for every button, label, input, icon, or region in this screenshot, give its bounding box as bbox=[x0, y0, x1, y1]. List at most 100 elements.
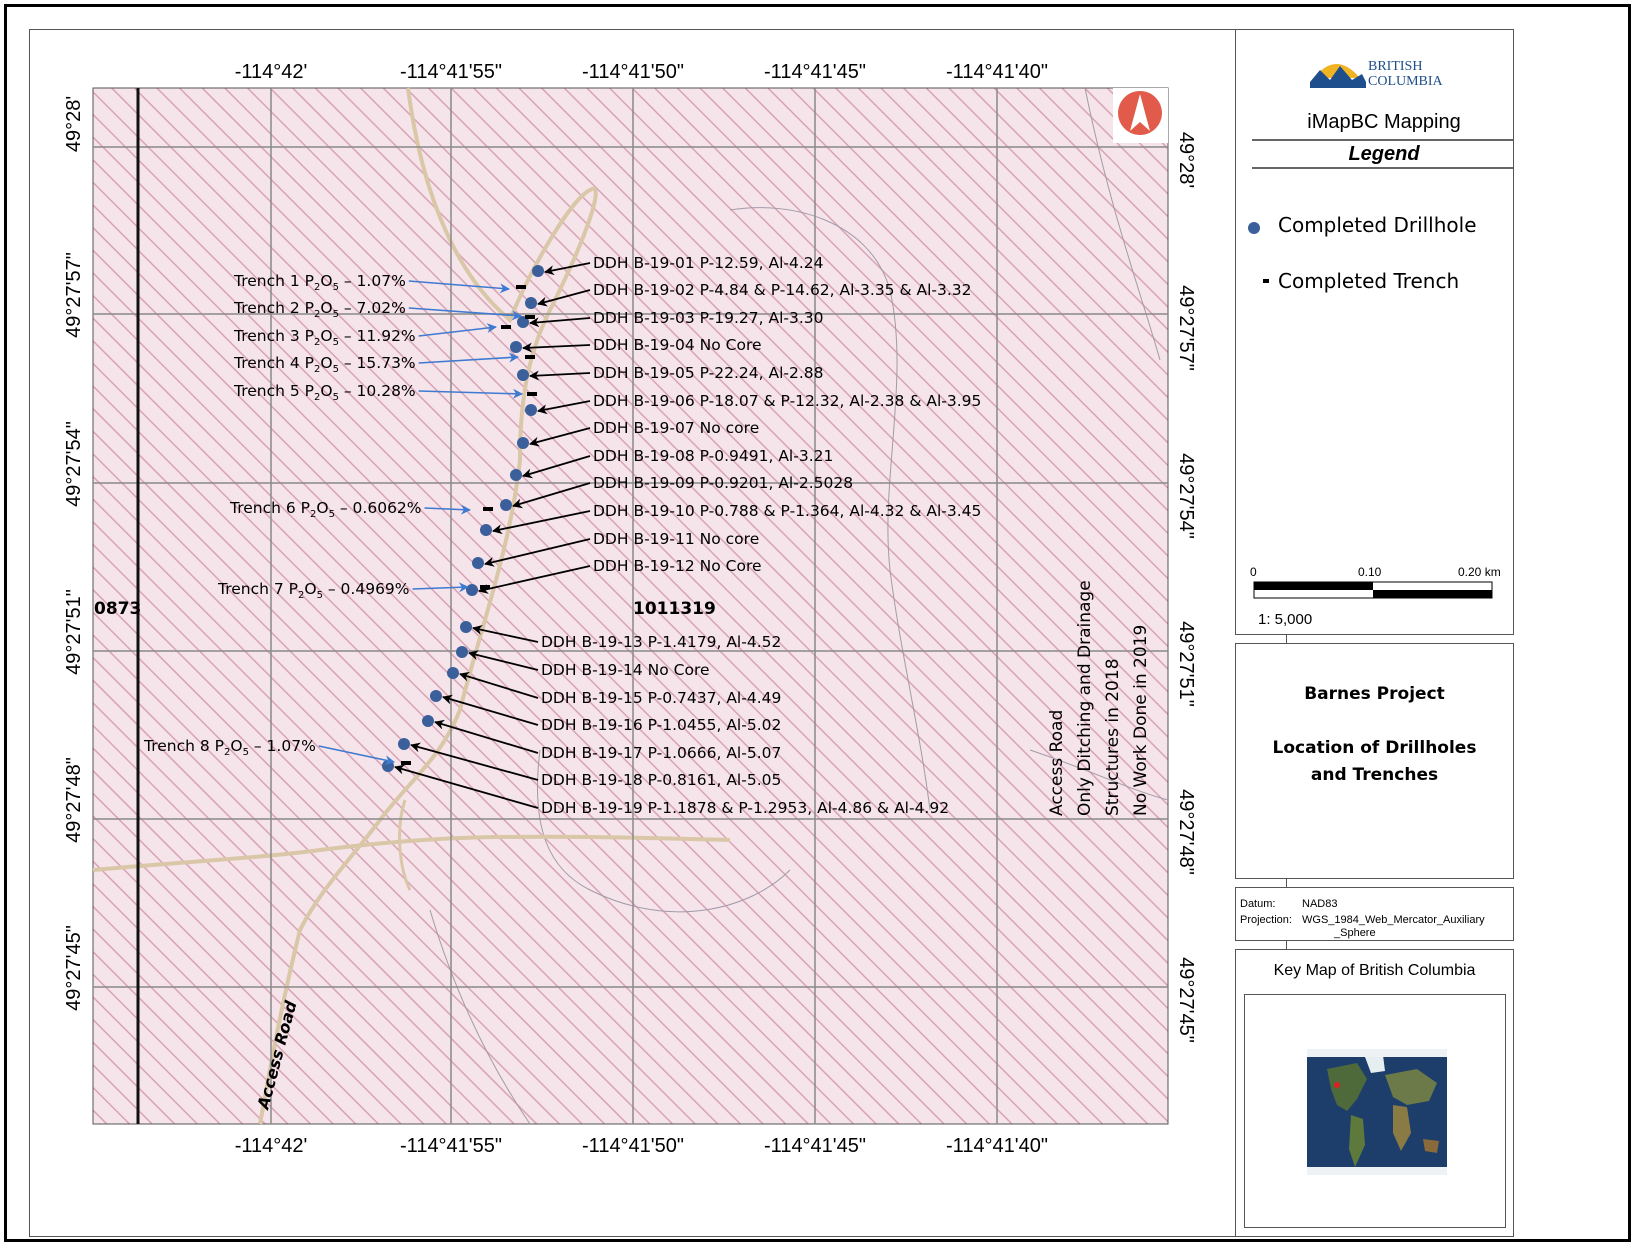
trench-marker[interactable] bbox=[483, 507, 493, 511]
left-lat-label: 49°27'48" bbox=[63, 757, 85, 843]
right-lat-label: 49°27'48" bbox=[1175, 789, 1197, 875]
drillhole-marker[interactable] bbox=[525, 297, 537, 309]
drillhole-label: DDH B-19-15 P-0.7437, Al-4.49 bbox=[541, 689, 781, 707]
drillhole-marker[interactable] bbox=[422, 715, 434, 727]
left-lat-label: 49°27'54" bbox=[63, 421, 85, 507]
trench-label: Trench 2 P2O5 – 7.02% bbox=[233, 299, 406, 320]
drillhole-legend-icon bbox=[1248, 222, 1260, 234]
trench-legend-icon bbox=[1263, 279, 1269, 283]
drillhole-marker[interactable] bbox=[480, 524, 492, 536]
bottom-lon-label: -114°41'45" bbox=[764, 1135, 866, 1157]
drillhole-label: DDH B-19-17 P-1.0666, Al-5.07 bbox=[541, 744, 781, 762]
right-lat-label: 49°27'57" bbox=[1175, 285, 1197, 371]
drillhole-marker[interactable] bbox=[466, 584, 478, 596]
left-lat-label: 49°27'45" bbox=[63, 925, 85, 1011]
key-map-panel: Key Map of British Columbia bbox=[1235, 949, 1514, 1237]
title-panel: Barnes Project Location of Drillholes an… bbox=[1235, 643, 1514, 879]
scale-label: 0 bbox=[1250, 565, 1257, 579]
drillhole-label: DDH B-19-02 P-4.84 & P-14.62, Al-3.35 & … bbox=[593, 281, 972, 299]
drillhole-label: DDH B-19-12 No Core bbox=[593, 557, 762, 575]
drillhole-marker[interactable] bbox=[430, 690, 442, 702]
legend-item-label: Completed Trench bbox=[1278, 269, 1459, 293]
map-canvas[interactable]: -114°42' -114°41'55" -114°41'50" -114°41… bbox=[30, 30, 1286, 1236]
drillhole-marker[interactable] bbox=[460, 621, 472, 633]
trench-label: Trench 5 P2O5 – 10.28% bbox=[233, 382, 416, 403]
scale-bar: 0 0.10 0.20 km 1: 5,000 bbox=[1250, 565, 1501, 628]
drillhole-label: DDH B-19-06 P-18.07 & P-12.32, Al-2.38 &… bbox=[593, 392, 981, 410]
drillhole-label: DDH B-19-19 P-1.1878 & P-1.2953, Al-4.86… bbox=[541, 799, 949, 817]
trench-marker[interactable] bbox=[501, 325, 511, 329]
left-lat-label: 49°27'57" bbox=[63, 252, 85, 338]
drillhole-marker[interactable] bbox=[456, 646, 468, 658]
world-map-icon bbox=[1307, 1049, 1447, 1175]
legend-title: Legend bbox=[1348, 143, 1420, 165]
map-note: Only Ditching and Drainage bbox=[1075, 580, 1095, 816]
drillhole-marker[interactable] bbox=[510, 469, 522, 481]
scale-ratio: 1: 5,000 bbox=[1258, 611, 1312, 628]
map-subtitle: Location of Drillholes bbox=[1236, 738, 1513, 758]
parcel-label: 0873 bbox=[94, 599, 141, 619]
map-sheet: -114°42' -114°41'55" -114°41'50" -114°41… bbox=[4, 4, 1631, 1242]
projection-value: WGS_1984_Web_Mercator_Auxiliary bbox=[1302, 914, 1485, 926]
drillhole-label: DDH B-19-13 P-1.4179, Al-4.52 bbox=[541, 633, 781, 651]
drillhole-marker[interactable] bbox=[532, 265, 544, 277]
bottom-lon-label: -114°41'55" bbox=[400, 1135, 502, 1157]
drillhole-marker[interactable] bbox=[510, 341, 522, 353]
legend-svg: BRITISH COLUMBIA iMapBC Mapping Legend C… bbox=[1236, 30, 1513, 634]
drillhole-label: DDH B-19-16 P-1.0455, Al-5.02 bbox=[541, 716, 781, 734]
map-area bbox=[93, 88, 1168, 1124]
trench-marker[interactable] bbox=[401, 761, 411, 765]
map-subtitle: and Trenches bbox=[1236, 765, 1513, 785]
drillhole-marker[interactable] bbox=[447, 667, 459, 679]
drillhole-marker[interactable] bbox=[398, 738, 410, 750]
drillhole-marker[interactable] bbox=[517, 369, 529, 381]
trench-label: Trench 6 P2O5 – 0.6062% bbox=[229, 499, 422, 520]
north-arrow bbox=[1113, 88, 1168, 143]
trench-marker[interactable] bbox=[480, 585, 490, 589]
trench-label: Trench 4 P2O5 – 15.73% bbox=[233, 354, 416, 375]
top-lon-label: -114°42' bbox=[235, 61, 308, 83]
map-frame: -114°42' -114°41'55" -114°41'50" -114°41… bbox=[29, 29, 1287, 1237]
trench-label: Trench 3 P2O5 – 11.92% bbox=[233, 327, 416, 348]
top-lon-label: -114°41'55" bbox=[400, 61, 502, 83]
drillhole-marker[interactable] bbox=[500, 499, 512, 511]
map-note: No Work Done in 2019 bbox=[1131, 625, 1151, 816]
drillhole-label: DDH B-19-18 P-0.8161, Al-5.05 bbox=[541, 771, 781, 789]
map-note: Structures in 2018 bbox=[1103, 658, 1123, 816]
trench-marker[interactable] bbox=[525, 315, 535, 319]
drillhole-label: DDH B-19-09 P-0.9201, Al-2.5028 bbox=[593, 474, 853, 492]
drillhole-marker[interactable] bbox=[517, 437, 529, 449]
right-lat-label: 49°27'54" bbox=[1175, 453, 1197, 539]
scale-label: 0.10 bbox=[1358, 565, 1382, 579]
drillhole-label: DDH B-19-03 P-19.27, Al-3.30 bbox=[593, 309, 824, 327]
legend-item-label: Completed Drillhole bbox=[1278, 213, 1477, 237]
right-lat-label: 49°27'45" bbox=[1175, 957, 1197, 1043]
drillhole-label: DDH B-19-07 No core bbox=[593, 419, 759, 437]
legend-panel: BRITISH COLUMBIA iMapBC Mapping Legend C… bbox=[1235, 29, 1514, 635]
trench-marker[interactable] bbox=[516, 285, 526, 289]
bottom-lon-label: -114°42' bbox=[235, 1135, 308, 1157]
bottom-lon-label: -114°41'50" bbox=[582, 1135, 684, 1157]
parcel-hatch bbox=[93, 88, 1168, 1124]
drillhole-label: DDH B-19-05 P-22.24, Al-2.88 bbox=[593, 364, 824, 382]
drillhole-label: DDH B-19-08 P-0.9491, Al-3.21 bbox=[593, 447, 833, 465]
trench-marker[interactable] bbox=[527, 392, 537, 396]
drillhole-label: DDH B-19-04 No Core bbox=[593, 336, 762, 354]
trench-label: Trench 8 P2O5 – 1.07% bbox=[143, 737, 316, 758]
drillhole-label: DDH B-19-14 No Core bbox=[541, 661, 710, 679]
datum-value: NAD83 bbox=[1302, 898, 1337, 910]
left-lat-label: 49°28' bbox=[63, 96, 85, 152]
project-title: Barnes Project bbox=[1236, 684, 1513, 704]
scale-label: 0.20 km bbox=[1458, 565, 1501, 579]
trench-marker[interactable] bbox=[525, 355, 535, 359]
projection-value: _Sphere bbox=[1334, 927, 1376, 939]
logo-text: COLUMBIA bbox=[1368, 74, 1444, 89]
datum-label: Datum: bbox=[1240, 898, 1275, 910]
key-map-title: Key Map of British Columbia bbox=[1236, 962, 1513, 980]
drillhole-marker[interactable] bbox=[472, 557, 484, 569]
drillhole-marker[interactable] bbox=[525, 404, 537, 416]
bc-logo: BRITISH COLUMBIA bbox=[1310, 59, 1444, 89]
top-lon-label: -114°41'50" bbox=[582, 61, 684, 83]
drillhole-label: DDH B-19-11 No core bbox=[593, 530, 759, 548]
parcel-label: 1011319 bbox=[633, 599, 716, 619]
